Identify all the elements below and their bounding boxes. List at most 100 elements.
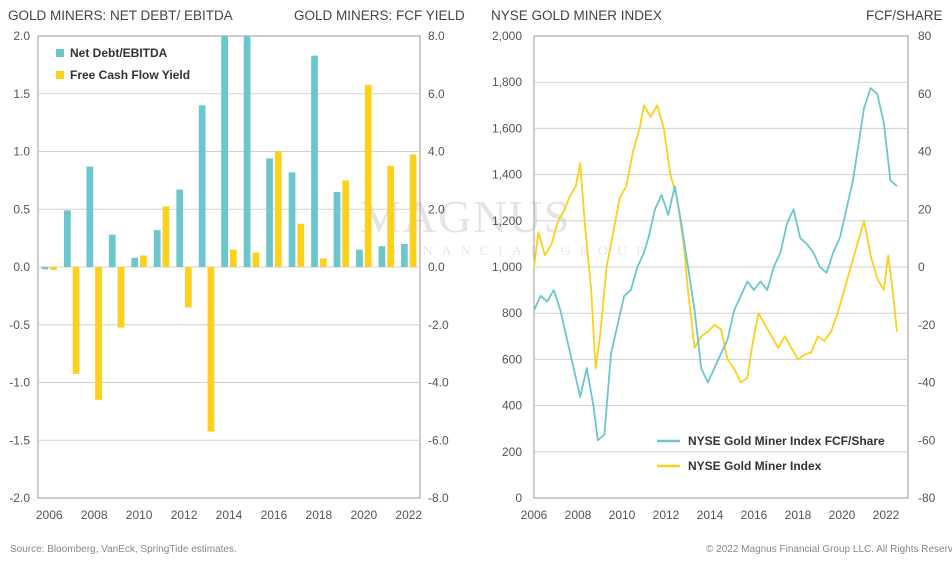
fcf-yield-bar — [185, 267, 192, 308]
net-debt-ebitda-bar — [266, 158, 273, 267]
y-left-tick-label: 1,200 — [492, 214, 522, 228]
y-left-tick-label: 800 — [502, 306, 522, 320]
net-debt-ebitda-bar — [86, 166, 94, 267]
x-tick-label: 2008 — [565, 508, 592, 522]
y-right-tick-label: -6.0 — [428, 433, 449, 447]
fcf-yield-bar — [50, 267, 57, 270]
x-tick-label: 2020 — [829, 508, 856, 522]
left-chart-right-axis-title: GOLD MINERS: FCF YIELD — [294, 8, 465, 23]
y-left-tick-label: 1,600 — [492, 121, 522, 135]
legend-label-fcf-yield: Free Cash Flow Yield — [70, 68, 190, 82]
y-left-tick-label: 0.0 — [13, 260, 30, 274]
left-chart-title: GOLD MINERS: NET DEBT/ EBITDA — [8, 8, 233, 23]
net-debt-ebitda-bar — [221, 36, 228, 267]
x-tick-label: 2010 — [126, 508, 153, 522]
right-chart-title: NYSE GOLD MINER INDEX — [491, 8, 663, 23]
fcf-share-line — [533, 87, 898, 442]
net-debt-ebitda-bar — [378, 246, 386, 267]
net-debt-ebitda-bar — [288, 172, 296, 267]
fcf-yield-bar — [230, 249, 237, 267]
x-tick-label: 2012 — [653, 508, 680, 522]
net-debt-ebitda-bar — [401, 243, 408, 267]
fcf-yield-bar — [297, 223, 305, 267]
x-tick-label: 2022 — [395, 508, 422, 522]
x-tick-label: 2016 — [261, 508, 288, 522]
fcf-yield-bar — [409, 154, 417, 267]
y-left-tick-label: -0.5 — [9, 318, 30, 332]
net-debt-ebitda-bar — [198, 105, 206, 267]
fcf-yield-bar — [364, 85, 372, 268]
y-right-tick-label: -4.0 — [428, 376, 449, 390]
fcf-yield-bar — [140, 255, 147, 267]
y-left-tick-label: 1,000 — [492, 260, 522, 274]
y-right-tick-label: 40 — [918, 145, 932, 159]
y-right-tick-label: 6.0 — [428, 87, 445, 101]
fcf-yield-bar — [274, 151, 282, 267]
x-tick-label: 2006 — [521, 508, 548, 522]
y-right-tick-label: 80 — [918, 29, 932, 43]
legend-label-net-debt: Net Debt/EBITDA — [70, 46, 168, 60]
x-tick-label: 2018 — [785, 508, 812, 522]
y-left-tick-label: 1,800 — [492, 75, 522, 89]
fcf-yield-bar — [95, 267, 102, 400]
y-right-tick-label: -2.0 — [428, 318, 449, 332]
x-tick-label: 2014 — [697, 508, 724, 522]
y-left-tick-label: 2,000 — [492, 29, 522, 43]
x-tick-label: 2008 — [81, 508, 108, 522]
fcf-yield-bar — [162, 206, 170, 267]
net-debt-fcf-yield-bar-chart: 2.0 1.5 1.0 0.5 0.0 -0.5 -1.0 -1.5 -2.0 8.0 6.0 4.0… — [9, 29, 449, 522]
y-right-tick-label: 0 — [918, 260, 925, 274]
y-right-tick-label: -40 — [918, 376, 936, 390]
y-left-tick-label: -2.0 — [9, 491, 30, 505]
y-right-tick-label: 8.0 — [428, 29, 445, 43]
y-right-tick-label: 60 — [918, 87, 932, 101]
fcf-yield-bar — [252, 252, 260, 267]
y-right-tick-label: 2.0 — [428, 202, 445, 216]
net-debt-ebitda-bar — [243, 36, 251, 267]
fcf-yield-bar — [387, 165, 395, 267]
y-left-tick-label: 600 — [502, 352, 522, 366]
net-debt-ebitda-bar — [41, 267, 49, 270]
net-debt-ebitda-bar — [356, 249, 363, 267]
y-right-tick-label: 20 — [918, 202, 932, 216]
y-left-tick-label: -1.0 — [9, 376, 30, 390]
y-left-tick-label: 200 — [502, 445, 522, 459]
source-note: Source: Bloomberg, VanEck, SpringTide es… — [10, 544, 237, 555]
net-debt-ebitda-bar — [333, 191, 341, 267]
copyright-note: © 2022 Magnus Financial Group LLC. All R… — [706, 544, 952, 555]
fcf-yield-bar — [117, 267, 125, 328]
y-left-tick-label: 1.5 — [13, 87, 30, 101]
y-left-tick-label: 400 — [502, 399, 522, 413]
y-right-tick-label: 4.0 — [428, 145, 445, 159]
net-debt-ebitda-bar — [63, 210, 71, 267]
x-tick-label: 2014 — [216, 508, 243, 522]
legend-swatch-net-debt — [56, 49, 64, 57]
fcf-yield-bar — [72, 267, 80, 374]
net-debt-ebitda-bar — [131, 257, 139, 267]
net-debt-ebitda-bar — [176, 189, 184, 267]
y-right-tick-label: -20 — [918, 318, 936, 332]
gold-miner-index-line — [533, 104, 898, 384]
y-right-tick-label: -60 — [918, 433, 936, 447]
fcf-yield-bar — [207, 267, 215, 432]
y-right-tick-label: -8.0 — [428, 491, 449, 505]
y-left-tick-label: 2.0 — [13, 29, 30, 43]
right-chart-right-axis-title: FCF/SHARE — [866, 8, 943, 23]
legend-label-index: NYSE Gold Miner Index — [688, 459, 822, 473]
legend-swatch-fcf-yield — [56, 71, 64, 79]
x-tick-label: 2006 — [36, 508, 63, 522]
y-right-tick-label: 0.0 — [428, 260, 445, 274]
legend-label-fcf-share: NYSE Gold Miner Index FCF/Share — [688, 434, 885, 448]
x-tick-label: 2012 — [171, 508, 198, 522]
net-debt-ebitda-bar — [311, 55, 318, 268]
fcf-yield-bar — [319, 258, 327, 267]
x-tick-label: 2020 — [350, 508, 377, 522]
y-right-tick-label: -80 — [918, 491, 936, 505]
x-tick-label: 2016 — [741, 508, 768, 522]
x-tick-label: 2018 — [306, 508, 333, 522]
y-left-tick-label: -1.5 — [9, 433, 30, 447]
y-left-tick-label: 1.0 — [13, 145, 30, 159]
fcf-yield-bar — [342, 180, 350, 267]
y-left-tick-label: 0.5 — [13, 202, 30, 216]
